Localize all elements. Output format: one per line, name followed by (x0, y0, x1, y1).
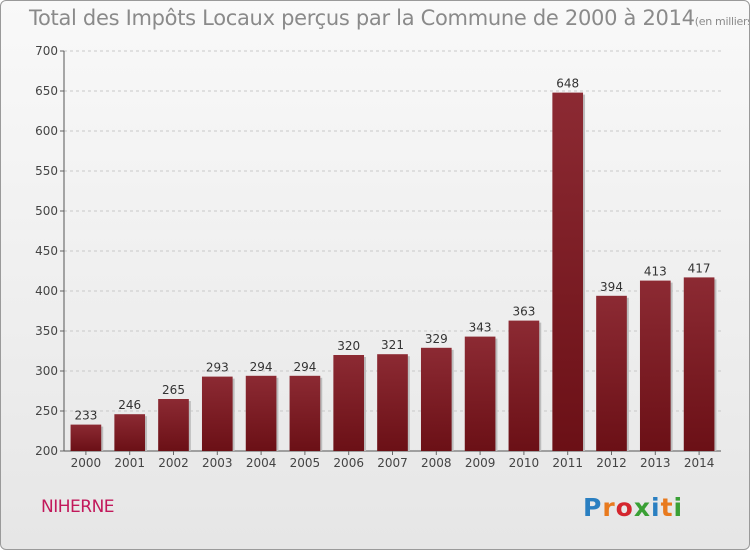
y-tick-label: 350 (35, 324, 58, 338)
y-tick-label: 300 (35, 364, 58, 378)
bar-value-label: 294 (293, 360, 316, 374)
bar-value-label: 417 (688, 261, 711, 275)
logo-letter: t (660, 493, 674, 522)
bar (114, 414, 146, 451)
x-tick-label: 2008 (421, 456, 452, 470)
bar (201, 376, 233, 451)
x-tick-label: 2006 (333, 456, 364, 470)
x-tick-label: 2012 (596, 456, 627, 470)
x-tick-label: 2011 (552, 456, 583, 470)
bar-value-label: 343 (469, 321, 492, 335)
x-tick-label: 2013 (640, 456, 671, 470)
bar (552, 92, 584, 451)
x-tick-label: 2014 (684, 456, 715, 470)
y-tick-label: 400 (35, 284, 58, 298)
bar (377, 354, 408, 451)
y-tick-label: 450 (35, 244, 58, 258)
bar-value-label: 320 (337, 339, 360, 353)
chart-title: Total des Impôts Locaux perçus par la Co… (29, 6, 750, 30)
y-tick-label: 250 (35, 404, 58, 418)
logo-letter: o (615, 493, 634, 522)
bar (245, 375, 277, 451)
bar (683, 277, 715, 451)
logo-letter: P (583, 493, 603, 522)
bar-value-label: 321 (381, 338, 404, 352)
x-tick-label: 2004 (246, 456, 277, 470)
x-tick-label: 2005 (290, 456, 321, 470)
bar (420, 347, 452, 451)
commune-name: NIHERNE (41, 497, 115, 517)
bar-value-label: 394 (600, 280, 623, 294)
x-tick-label: 2003 (202, 456, 233, 470)
bar-value-label: 265 (162, 383, 185, 397)
logo-letter: r (602, 493, 616, 522)
x-tick-label: 2001 (114, 456, 145, 470)
proxiti-logo: Proxiti (583, 493, 683, 522)
bar-value-label: 246 (118, 398, 141, 412)
bar (639, 280, 671, 451)
y-tick-label: 650 (35, 84, 58, 98)
bar-value-label: 329 (425, 332, 448, 346)
y-tick-label: 550 (35, 164, 58, 178)
x-tick-label: 2000 (71, 456, 102, 470)
bar-value-label: 294 (250, 360, 273, 374)
bar-value-label: 413 (644, 265, 667, 279)
x-tick-label: 2009 (465, 456, 496, 470)
logo-letter: i (651, 493, 661, 522)
bar (464, 336, 496, 451)
bar (333, 355, 365, 451)
logo-letter: i (673, 493, 684, 522)
bar (70, 424, 102, 451)
bar (596, 295, 627, 451)
y-tick-label: 500 (35, 204, 58, 218)
bar-value-label: 363 (512, 305, 535, 319)
x-tick-label: 2007 (377, 456, 408, 470)
chart-title-text: Total des Impôts Locaux perçus par la Co… (29, 6, 695, 30)
bar-value-label: 293 (206, 361, 229, 375)
logo-letter: x (633, 493, 651, 522)
bar-value-label: 233 (74, 409, 97, 423)
x-tick-label: 2002 (158, 456, 189, 470)
y-tick-label: 700 (35, 44, 58, 58)
bar (508, 320, 540, 451)
y-tick-label: 600 (35, 124, 58, 138)
chart-unit-note: (en milliers d'€) (694, 15, 750, 28)
x-tick-label: 2010 (509, 456, 540, 470)
bar (158, 399, 189, 451)
y-tick-label: 200 (35, 444, 58, 458)
bar (289, 375, 321, 451)
bar-value-label: 648 (556, 77, 579, 91)
